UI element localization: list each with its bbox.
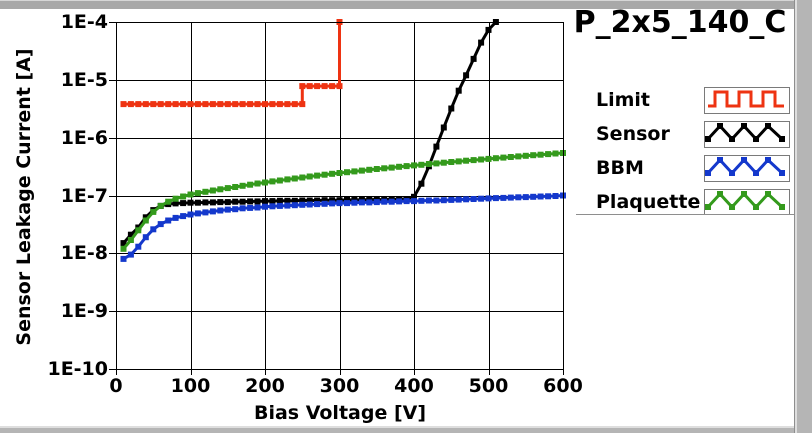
legend-item-sensor[interactable]: Sensor — [596, 121, 794, 148]
series-sensor — [120, 19, 499, 247]
legend-label-plaquette: Plaquette — [596, 191, 701, 213]
legend-item-bbm[interactable]: BBM — [596, 155, 794, 182]
y-tick-label: 1E-7 — [60, 184, 108, 207]
legend-label-limit: Limit — [596, 89, 651, 111]
plaquette-waveform-icon[interactable] — [704, 189, 790, 216]
legend-label-bbm: BBM — [596, 157, 644, 179]
y-tick-label: 1E-10 — [47, 358, 108, 380]
x-tick-label: 200 — [245, 375, 285, 397]
y-tick-label: 1E-5 — [60, 68, 108, 91]
legend-item-plaquette[interactable]: Plaquette — [596, 189, 794, 216]
series-plaquette — [120, 150, 566, 252]
legend-label-sensor: Sensor — [596, 123, 670, 145]
limit-waveform-icon[interactable] — [704, 87, 790, 114]
series-limit — [120, 19, 343, 108]
bbm-waveform-icon[interactable] — [704, 155, 790, 182]
plot-legend: Limit Sensor BBM Plaquette — [596, 87, 794, 223]
y-tick-label: 1E-6 — [60, 126, 108, 149]
legend-item-limit[interactable]: Limit — [596, 87, 794, 114]
y-tick-label: 1E-4 — [60, 11, 108, 33]
x-tick-label: 600 — [543, 375, 583, 397]
x-tick-label: 500 — [468, 375, 509, 397]
x-axis-title: Bias Voltage [V] — [253, 402, 427, 424]
window-border-bottom — [0, 426, 794, 433]
sensor-waveform-icon[interactable] — [704, 121, 790, 148]
graph-title: P_2x5_140_C — [573, 5, 787, 40]
y-tick-label: 1E-9 — [60, 300, 108, 323]
series-bbm — [120, 192, 566, 262]
window-border-right — [794, 0, 812, 433]
x-tick-label: 400 — [394, 375, 434, 397]
window-border-top — [0, 0, 812, 9]
x-tick-label: 100 — [170, 375, 211, 397]
legend-panel-divider — [576, 214, 794, 216]
y-tick-label: 1E-8 — [60, 242, 108, 265]
x-tick-label: 0 — [109, 375, 123, 397]
plot-border — [116, 22, 564, 370]
x-tick-label: 300 — [319, 375, 360, 397]
